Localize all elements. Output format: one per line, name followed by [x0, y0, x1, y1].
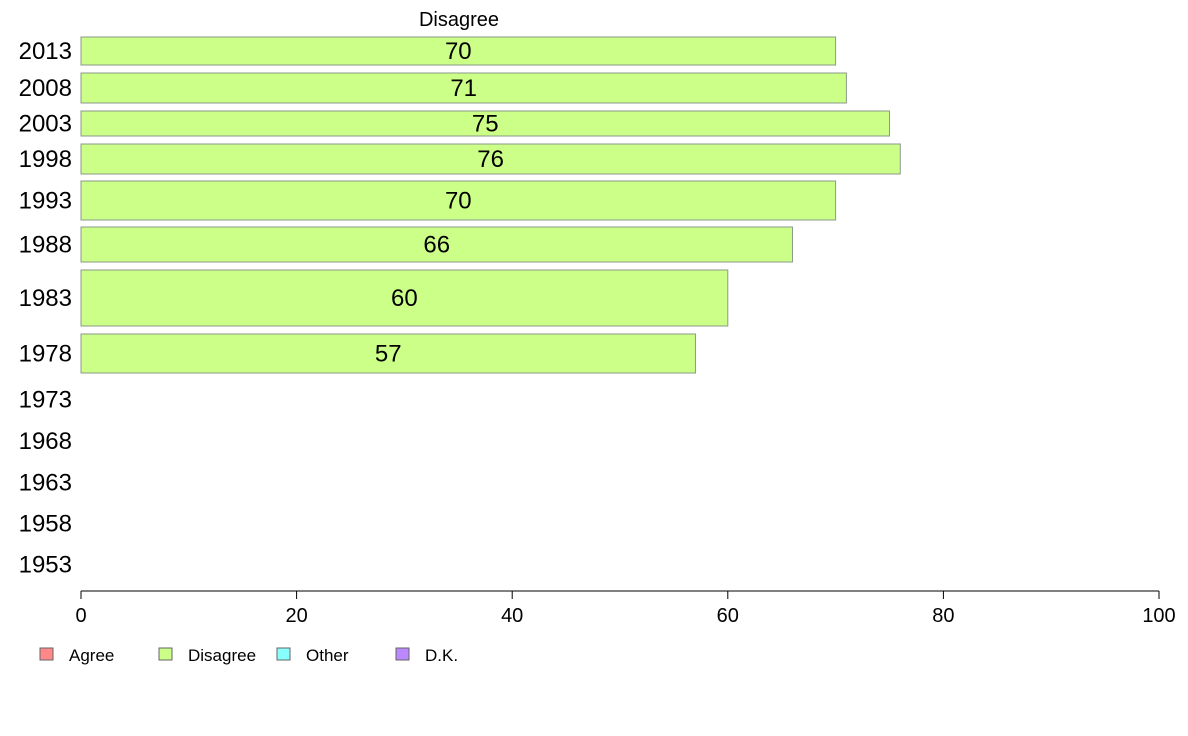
legend-swatch [395, 647, 410, 661]
y-tick-label: 2008 [19, 75, 72, 102]
legend-label: Other [306, 646, 349, 665]
bar [80, 269, 729, 327]
legend: Agree Disagree Other D.K. [39, 646, 458, 665]
y-tick-label: 1973 [19, 387, 72, 414]
y-tick-label: 1998 [19, 146, 72, 173]
chart-title: Disagree [419, 9, 499, 31]
legend-swatch [39, 647, 54, 661]
bar-value-label: 57 [375, 341, 402, 368]
x-tick-label: 40 [501, 605, 523, 627]
bar [80, 333, 696, 374]
legend-label: Agree [69, 646, 114, 665]
bar [80, 36, 837, 66]
bar-value-label: 76 [477, 146, 504, 173]
y-axis-labels: 2013 2008 2003 1998 1993 1988 1983 1978 1973 1968… [19, 38, 72, 579]
legend-label: Disagree [188, 646, 256, 665]
bar-value-label: 66 [423, 232, 450, 259]
y-tick-label: 1953 [19, 552, 72, 579]
x-tick-label: 20 [285, 605, 307, 627]
bar-value-label: 71 [450, 75, 477, 102]
bar [80, 226, 793, 263]
y-tick-label: 1993 [19, 188, 72, 215]
x-tick-label: 0 [75, 605, 86, 627]
bar-value-label: 60 [391, 285, 418, 312]
bar [80, 180, 837, 221]
y-tick-label: 1958 [19, 511, 72, 538]
bar-value-label: 70 [445, 188, 472, 215]
y-tick-label: 1963 [19, 470, 72, 497]
x-tick-label: 60 [717, 605, 739, 627]
legend-label: D.K. [425, 646, 458, 665]
bar [80, 72, 847, 104]
y-tick-label: 1978 [19, 341, 72, 368]
y-tick-label: 1968 [19, 428, 72, 455]
legend-swatch [158, 647, 173, 661]
legend-swatch [276, 647, 291, 661]
y-tick-label: 1983 [19, 285, 72, 312]
y-tick-label: 2003 [19, 111, 72, 138]
x-tick-label: 80 [932, 605, 954, 627]
x-axis: 0 20 40 60 80 100 [75, 590, 1176, 627]
y-tick-label: 1988 [19, 232, 72, 259]
x-tick-label: 100 [1142, 605, 1175, 627]
bar-value-label: 75 [472, 111, 499, 138]
bar [80, 110, 890, 137]
bar-value-label: 70 [445, 38, 472, 65]
y-tick-label: 2013 [19, 38, 72, 65]
bar [80, 143, 901, 175]
